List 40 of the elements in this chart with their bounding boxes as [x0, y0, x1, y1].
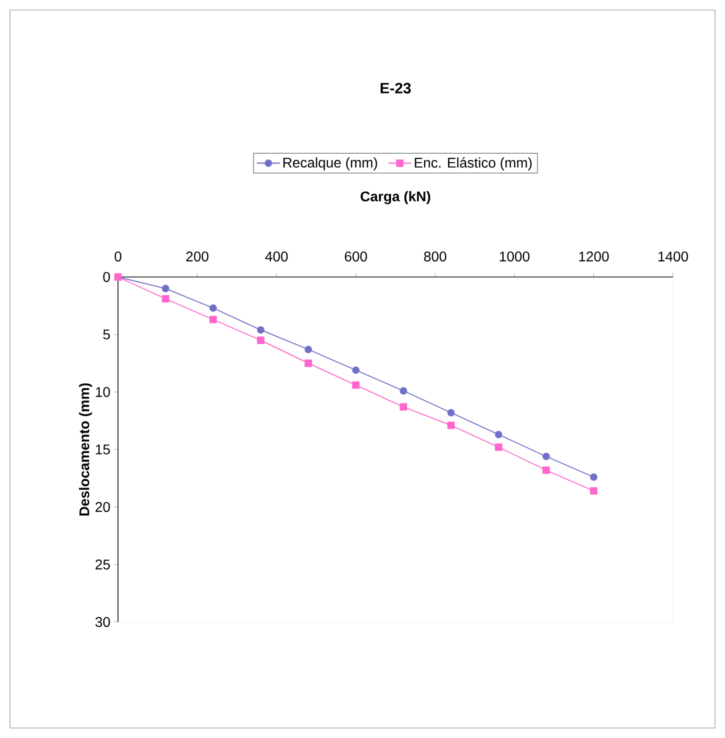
x-tick-label: 400 [265, 252, 288, 262]
point [304, 346, 312, 354]
point [304, 360, 312, 367]
point [447, 409, 455, 416]
legend-label: Enc. Elástico (mm) [414, 157, 532, 170]
y-tick-label: 20 [96, 502, 110, 512]
point [257, 326, 264, 334]
point [352, 381, 360, 389]
point [257, 336, 264, 344]
y-tick-label: 0 [103, 272, 110, 282]
point [209, 304, 217, 312]
x-tick-label: 200 [186, 252, 208, 262]
point [400, 387, 408, 395]
point [162, 295, 170, 303]
x-tick-label: 600 [344, 252, 367, 262]
point [542, 452, 550, 460]
point [447, 422, 455, 430]
x-tick-label: 1200 [579, 252, 609, 262]
x-axis-title: Carga (kN) [360, 191, 430, 204]
point [162, 284, 170, 292]
point [590, 473, 598, 481]
legend-label: Recalque (mm) [283, 157, 378, 170]
point [209, 316, 217, 324]
point [400, 403, 408, 411]
y-tick-label: 15 [96, 444, 110, 454]
point [494, 444, 502, 451]
x-tick-label: 800 [424, 252, 446, 262]
x-tick-label: 0 [114, 252, 122, 262]
y-tick-label: 10 [96, 387, 110, 397]
y-tick-label: 30 [95, 617, 110, 627]
y-tick-label: 25 [96, 560, 110, 570]
point [494, 430, 502, 438]
x-tick-label: 1400 [658, 252, 688, 262]
chart-title: E-23 [380, 82, 411, 94]
x-tick-label: 1000 [500, 252, 530, 262]
point [590, 487, 598, 495]
point [352, 366, 360, 374]
y-axis-title: Deslocamento (mm) [78, 383, 92, 516]
y-tick-label: 5 [103, 330, 110, 340]
point [542, 466, 550, 474]
